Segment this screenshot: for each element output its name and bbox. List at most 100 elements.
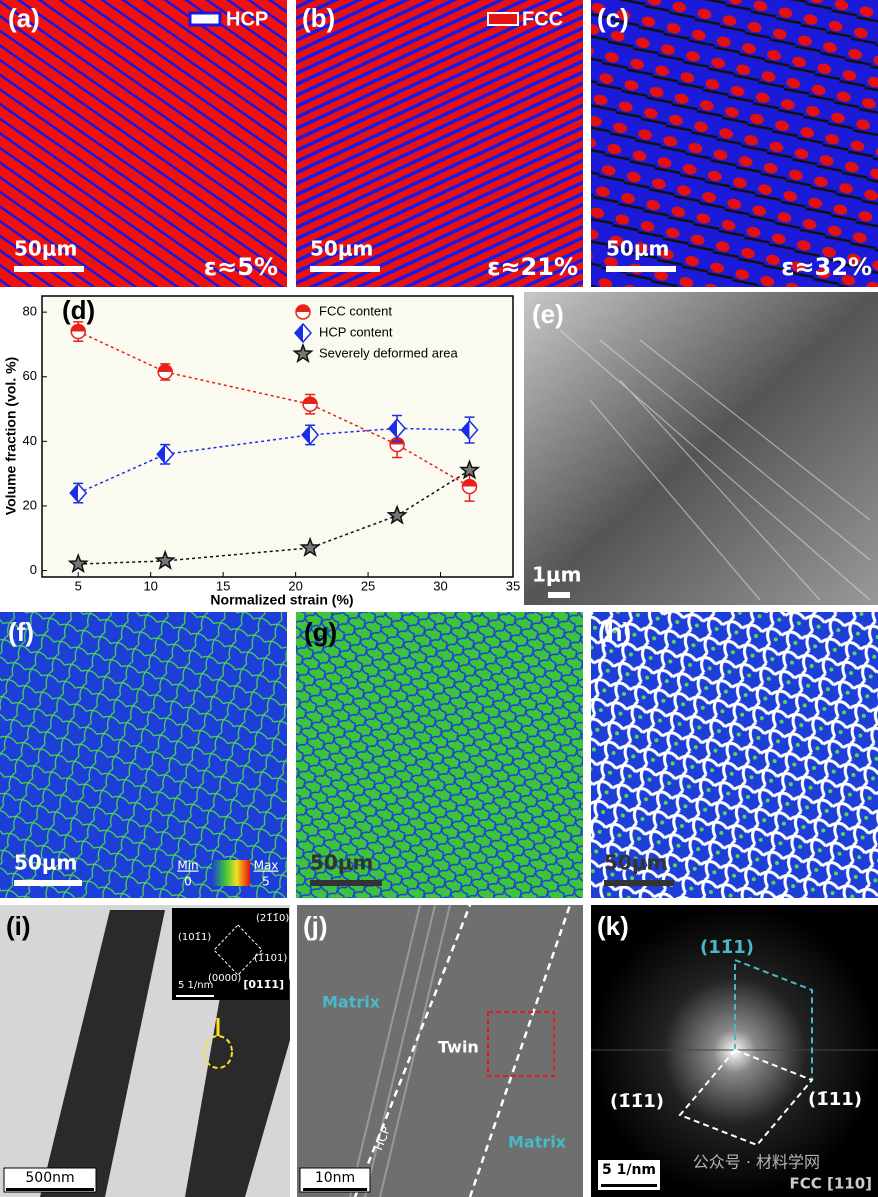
legend-swatch xyxy=(188,11,222,27)
annotation: Matrix xyxy=(508,1133,567,1152)
strain-label: ε≈5% xyxy=(204,253,278,281)
panel-label: (c) xyxy=(597,3,629,33)
y-axis-label: Volume fraction (vol. %) xyxy=(3,357,19,515)
panel-label: (k) xyxy=(597,911,629,941)
panel-label: (d) xyxy=(62,295,95,325)
panel-label: (a) xyxy=(8,3,40,33)
scale-bar xyxy=(310,266,380,272)
highlight xyxy=(487,1011,555,1077)
scale-bar xyxy=(310,880,382,886)
scale-label: 50μm xyxy=(14,237,77,261)
chart: (d) Normalized strain (%) Volume fractio… xyxy=(3,295,521,608)
x-tick-label: 30 xyxy=(433,578,447,593)
legend-label: Severely deformed area xyxy=(319,345,459,360)
x-tick-label: 10 xyxy=(143,578,157,593)
ebsd-map xyxy=(296,0,583,287)
panel-label: (b) xyxy=(302,3,335,33)
scale-bar xyxy=(176,995,214,997)
spot-label: (101̄1) xyxy=(178,932,211,943)
colorbar-min: 0 xyxy=(184,875,192,889)
phase-key: FCC xyxy=(522,8,563,30)
y-tick-label: 80 xyxy=(23,304,37,319)
x-tick-label: 35 xyxy=(506,578,520,593)
data-point xyxy=(301,424,320,446)
scale-label: 50μm xyxy=(606,237,669,261)
phase-key: HCP xyxy=(226,8,268,30)
panel-label: (g) xyxy=(304,617,337,647)
spot-label: (1̄11) xyxy=(808,1089,862,1110)
colorbar-max: 5 xyxy=(262,875,270,889)
data-point xyxy=(460,419,479,441)
data-point xyxy=(295,304,311,320)
spot-label: (11̄1) xyxy=(700,937,754,958)
x-axis-label: Normalized strain (%) xyxy=(210,592,353,608)
series-line xyxy=(77,330,470,488)
scale-bar xyxy=(601,1184,657,1187)
zone-axis: [011̄1] xyxy=(243,978,284,991)
data-point xyxy=(69,482,88,504)
scale-bar xyxy=(604,880,674,886)
plot-area xyxy=(41,295,514,578)
scale-label: 50μm xyxy=(604,851,667,875)
data-point xyxy=(156,444,175,465)
kam-map xyxy=(296,612,583,898)
scale-label: 10nm xyxy=(315,1170,355,1186)
data-point xyxy=(157,364,173,380)
data-point xyxy=(299,536,321,557)
diffraction-cell xyxy=(213,924,263,976)
scale-label: 50μm xyxy=(310,237,373,261)
scale-label: 5 1/nm xyxy=(178,980,213,991)
panel-label: (h) xyxy=(598,617,631,647)
scale-label: 500nm xyxy=(25,1170,74,1186)
sem-image xyxy=(524,292,878,605)
hrtem-image xyxy=(297,905,583,1197)
legend-label: HCP content xyxy=(319,324,393,339)
scale-label: 5 1/nm xyxy=(602,1162,656,1178)
x-tick-label: 25 xyxy=(361,578,375,593)
scale-label: 1μm xyxy=(532,563,581,587)
spot-label: (0000) xyxy=(208,973,241,984)
twin-boundary xyxy=(353,904,572,1197)
scale-label: 50μm xyxy=(310,851,373,875)
x-tick-label: 5 xyxy=(75,578,82,593)
data-point xyxy=(458,459,481,480)
spot-label: (1̄1̄1) xyxy=(610,1091,664,1112)
kam-map xyxy=(591,612,878,898)
data-point xyxy=(293,322,313,344)
data-point xyxy=(292,342,314,364)
twin-band xyxy=(40,910,165,1197)
watermark: 公众号 · 材料学网 xyxy=(693,1153,820,1172)
scale-bar xyxy=(6,1188,94,1191)
scale-bar xyxy=(606,266,676,272)
data-point xyxy=(154,549,176,570)
texture xyxy=(349,904,451,1197)
x-tick-label: 15 xyxy=(216,578,230,593)
panel-label: (j) xyxy=(303,911,328,941)
saed-inset xyxy=(172,908,289,1000)
scale-bar xyxy=(14,880,82,886)
data-point xyxy=(70,323,86,340)
strain-label: ε≈21% xyxy=(487,253,578,281)
zone-axis: FCC [110] xyxy=(789,1175,872,1193)
reciprocal-cell xyxy=(678,1048,814,1147)
colorbar xyxy=(212,860,250,886)
x-tick-label: 20 xyxy=(288,578,302,593)
y-tick-label: 20 xyxy=(23,497,37,512)
strain-label: ε≈32% xyxy=(781,253,872,281)
legend-label: FCC content xyxy=(319,303,392,318)
reciprocal-cell xyxy=(734,958,813,1080)
colorbar-min-label: Min xyxy=(177,859,198,873)
data-point xyxy=(388,418,407,439)
y-tick-label: 0 xyxy=(30,562,37,577)
kam-map xyxy=(0,612,287,898)
twin-band xyxy=(185,940,290,1197)
panel-label: (e) xyxy=(532,299,564,329)
panel-label: (i) xyxy=(6,911,31,941)
data-point xyxy=(386,504,408,525)
scale-label: 50μm xyxy=(14,851,77,875)
annotation: Matrix xyxy=(322,993,381,1012)
annotation: Twin xyxy=(438,1038,479,1057)
scale-bar xyxy=(14,266,84,272)
colorbar-max-label: Max xyxy=(254,859,279,873)
